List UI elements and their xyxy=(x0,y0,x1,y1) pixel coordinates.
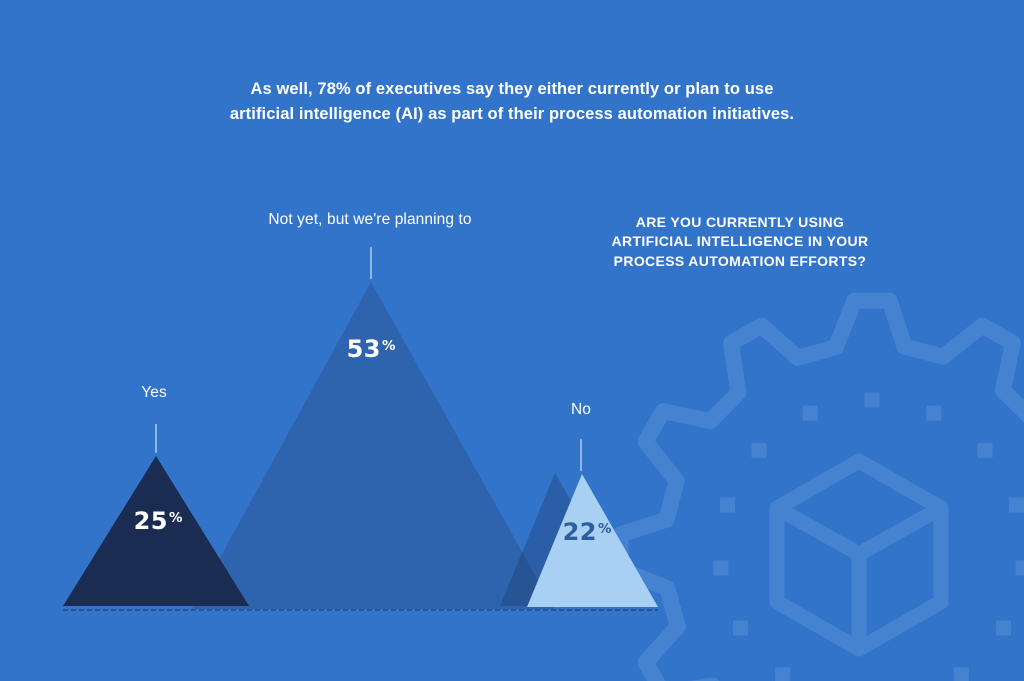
background-decoration xyxy=(612,292,1024,681)
value-planning-number: 53 xyxy=(346,335,381,363)
dotted-circle-square xyxy=(713,560,729,576)
value-label-yes: 25% xyxy=(93,507,223,535)
percent-sign: % xyxy=(168,511,183,527)
intro-line-1: As well, 78% of executives say they eith… xyxy=(250,80,774,98)
percent-sign: % xyxy=(381,339,396,355)
value-label-no: 22% xyxy=(522,518,652,546)
dotted-circle-square xyxy=(775,667,791,681)
question-line-2: ARTIFICIAL INTELLIGENCE IN YOUR xyxy=(611,233,869,250)
dotted-circle-square xyxy=(864,392,880,408)
dotted-circle-square xyxy=(1015,560,1024,576)
bar-no-triangle xyxy=(527,474,658,607)
category-label-no: No xyxy=(570,401,591,418)
dotted-circle-square xyxy=(953,667,969,681)
gear-icon xyxy=(612,292,1024,681)
dotted-circle-square xyxy=(1009,497,1024,513)
intro-text: As well, 78% of executives say they eith… xyxy=(0,77,1024,127)
question-line-3: PROCESS AUTOMATION EFFORTS? xyxy=(613,252,867,269)
category-label-yes: Yes xyxy=(141,384,167,401)
dotted-circle-square xyxy=(996,620,1012,636)
chart-question-title: ARE YOU CURRENTLY USING ARTIFICIAL INTEL… xyxy=(590,213,890,271)
category-label-planning: Not yet, but we're planning to xyxy=(268,211,472,228)
value-label-planning: 53% xyxy=(306,335,436,363)
dotted-circle-square xyxy=(802,405,818,421)
question-line-1: ARE YOU CURRENTLY USING xyxy=(635,214,845,230)
cube-icon xyxy=(769,453,949,657)
dotted-circle-square xyxy=(977,442,993,458)
value-no-number: 22 xyxy=(562,518,597,546)
dotted-circle-square xyxy=(751,442,767,458)
intro-line-2: artificial intelligence (AI) as part of … xyxy=(229,104,795,123)
dotted-circle-square xyxy=(926,405,942,421)
dotted-circle-square xyxy=(719,497,735,513)
dotted-circle-square xyxy=(732,620,748,636)
value-yes-number: 25 xyxy=(133,507,168,535)
bar-planning-triangle xyxy=(192,282,554,609)
dotted-circle-icon xyxy=(713,392,1024,681)
percent-sign: % xyxy=(597,522,612,538)
bar-yes-triangle xyxy=(63,456,249,606)
